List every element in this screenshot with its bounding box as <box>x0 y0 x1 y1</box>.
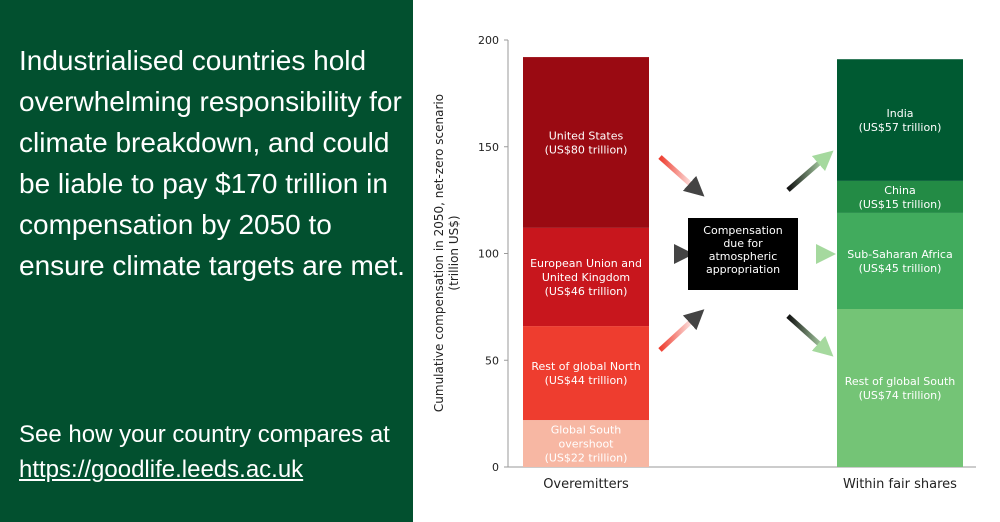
bar-segment-global-south <box>523 420 649 467</box>
arrow-from-box-3 <box>786 314 834 357</box>
segment-label-global-south: Global South overshoot (US$22 trillion) <box>545 424 628 465</box>
y-tick-label: 50 <box>485 354 499 367</box>
segment-label-india: India (US$57 trillion) <box>859 107 942 134</box>
segment-label-rest-of-global-north: Rest of global North (US$44 trillion) <box>531 360 640 387</box>
segment-label-sub-saharan-africa: Sub-Saharan Africa (US$45 trillion) <box>847 248 952 275</box>
bar-segment-rest-of-global-south <box>837 309 963 467</box>
cta-text: See how your country compares at <box>19 421 390 448</box>
bar-segment-sub-saharan-africa <box>837 212 963 310</box>
segment-label-china: China (US$15 trillion) <box>859 184 942 211</box>
bar-segment-rest-of-global-north <box>523 326 649 421</box>
bar-segment-united-states <box>523 57 649 228</box>
arrow-to-box-3 <box>658 309 705 352</box>
y-tick-label: 100 <box>478 248 499 261</box>
info-panel: Industrialised countries hold overwhelmi… <box>0 0 413 522</box>
segment-label-united-states: United States (US$80 trillion) <box>545 129 628 156</box>
headline: Industrialised countries hold overwhelmi… <box>19 45 405 281</box>
compensation-box-label: Compensation due for atmospheric appropriat… <box>703 224 782 276</box>
category-label-overemitters: Overemitters <box>543 477 629 492</box>
arrow-to-box-1 <box>658 155 705 197</box>
arrow-from-box-1 <box>786 150 834 192</box>
bar-segment-india <box>837 59 963 181</box>
website-link[interactable]: https://goodlife.leeds.ac.uk <box>19 456 304 483</box>
y-tick-label: 200 <box>478 34 499 47</box>
chart: 0 50 100 150 200 Cumulative compensation in 2… <box>432 34 976 492</box>
segment-label-rest-of-global-south: Rest of global South (US$74 trillion) <box>845 375 956 402</box>
compensation-box <box>688 218 798 290</box>
bar-segment-china <box>837 180 963 213</box>
y-tick-label: 0 <box>492 461 499 474</box>
y-axis-title: Cumulative compensation in 2050, net-zer… <box>432 94 461 412</box>
bar-segment-european-union-and <box>523 227 649 327</box>
segment-label-european-union-and: European Union and United Kingdom (US$46 t… <box>530 257 642 298</box>
call-to-action: See how your country compares at https:/… <box>19 417 413 487</box>
y-tick-label: 150 <box>478 141 499 154</box>
category-label-within-fair-shares: Within fair shares <box>843 477 957 492</box>
